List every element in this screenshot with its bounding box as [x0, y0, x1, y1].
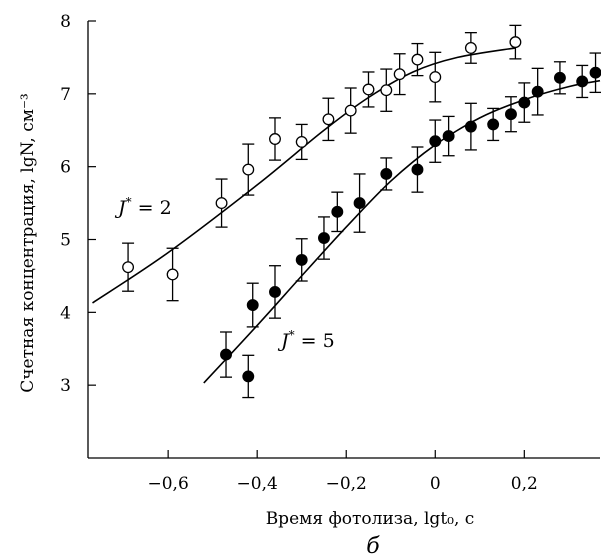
- y-tick-label: 8: [60, 12, 71, 32]
- series-label-j2: J* = 2: [114, 195, 172, 219]
- data-point-filled: [221, 349, 232, 360]
- data-point-filled: [430, 136, 441, 147]
- data-point-filled: [443, 131, 454, 142]
- data-point-open: [167, 269, 178, 280]
- series-label-j2-rest: = 2: [132, 197, 172, 219]
- data-point-filled: [577, 76, 588, 87]
- fit-curve-series-1: [204, 81, 600, 383]
- data-point-open: [381, 85, 392, 96]
- data-point-open: [345, 105, 356, 116]
- data-point-open: [430, 72, 441, 83]
- data-point-filled: [466, 121, 477, 132]
- x-tick-label: 0: [430, 474, 441, 494]
- y-tick-label: 6: [60, 158, 71, 178]
- data-point-filled: [590, 67, 601, 78]
- x-tick-label: −0,6: [147, 474, 188, 494]
- y-tick-label: 4: [60, 303, 71, 323]
- series-label-j5-rest: = 5: [295, 330, 335, 352]
- data-point-open: [394, 69, 405, 80]
- data-point-open: [363, 84, 374, 95]
- data-point-open: [123, 262, 134, 273]
- y-axis-title: Счетная концентрация, lgN, см⁻³: [18, 93, 38, 392]
- data-point-open: [466, 43, 477, 54]
- data-point-open: [216, 198, 227, 209]
- y-tick-label: 7: [60, 85, 71, 105]
- data-point-filled: [532, 86, 543, 97]
- data-point-open: [243, 164, 254, 175]
- data-point-filled: [296, 255, 307, 266]
- series-label-j5: J* = 5: [277, 328, 335, 352]
- data-point-open: [270, 134, 281, 145]
- axes: [88, 21, 600, 458]
- data-points: [123, 37, 601, 382]
- data-point-filled: [319, 233, 330, 244]
- data-point-filled: [506, 109, 517, 120]
- data-point-filled: [270, 287, 281, 298]
- data-point-filled: [354, 198, 365, 209]
- data-point-filled: [412, 164, 423, 175]
- data-point-filled: [243, 371, 254, 382]
- x-axis-title: Время фотолиза, lgt₀, с: [266, 509, 475, 529]
- data-point-open: [323, 114, 334, 125]
- y-tick-label: 5: [60, 231, 71, 251]
- panel-label: б: [366, 534, 380, 559]
- data-point-filled: [332, 207, 343, 218]
- data-point-filled: [519, 97, 530, 108]
- data-point-filled: [381, 169, 392, 180]
- data-point-filled: [555, 73, 566, 84]
- data-point-filled: [247, 300, 258, 311]
- y-tick-label: 3: [60, 376, 71, 396]
- data-point-open: [412, 54, 423, 65]
- data-point-open: [510, 37, 521, 48]
- x-tick-label: 0,2: [511, 474, 538, 494]
- data-point-open: [296, 137, 307, 148]
- tick-labels: −0,6 −0,4 −0,2 0 0,2 3 4 5 6 7 8: [60, 12, 538, 494]
- x-tick-label: −0,2: [326, 474, 367, 494]
- x-tick-label: −0,4: [237, 474, 278, 494]
- data-point-filled: [488, 119, 499, 130]
